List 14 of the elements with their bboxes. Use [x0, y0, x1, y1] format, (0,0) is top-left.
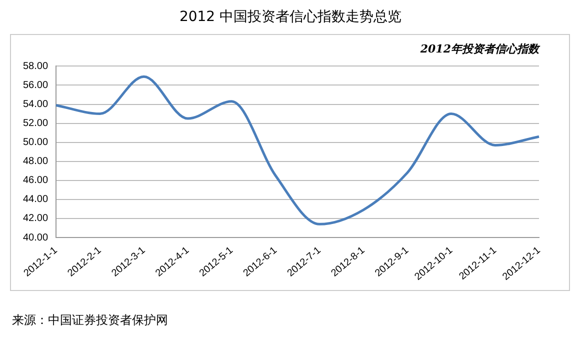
line-series: [54, 75, 540, 226]
y-tick-label: 50.00: [22, 137, 48, 148]
y-tick-label: 56.00: [22, 80, 48, 91]
source-note: 来源：中国证券投资者保护网: [12, 312, 168, 329]
chart-subtitle: 2012年投资者信心指数: [419, 42, 541, 56]
y-tick-label: 48.00: [22, 156, 48, 168]
y-tick-label: 52.00: [22, 118, 48, 130]
y-tick-label: 44.00: [22, 194, 48, 206]
y-tick-label: 40.00: [22, 232, 48, 244]
y-tick-label: 42.00: [22, 213, 48, 224]
chart-title: 2012 中国投资者信心指数走势总览: [178, 8, 403, 26]
y-tick-label: 58.00: [22, 60, 48, 72]
y-tick-label: 46.00: [22, 175, 48, 186]
y-tick-label: 54.00: [22, 99, 48, 110]
